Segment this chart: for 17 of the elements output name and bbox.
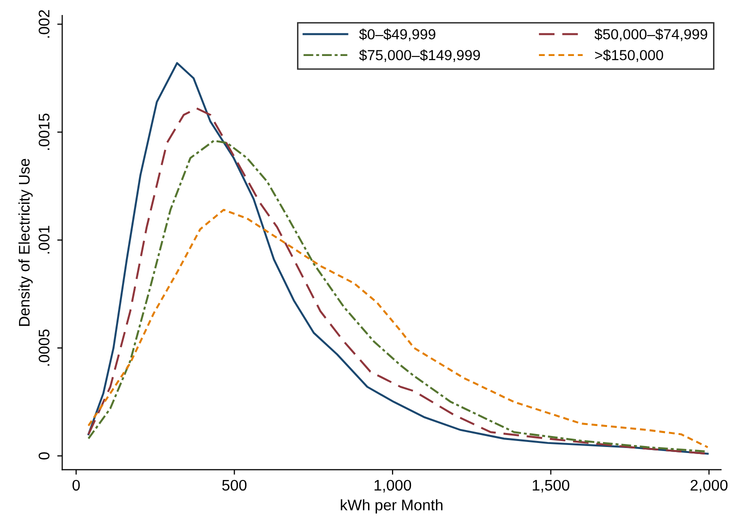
legend-label: $75,000–$149,999 (359, 49, 480, 62)
legend-label: $50,000–$74,999 (594, 28, 708, 42)
y-tick-label: 0 (38, 452, 50, 460)
x-tick-label: 500 (222, 480, 247, 491)
x-tick-label: 0 (72, 480, 80, 491)
x-tick-label: 2,000 (690, 480, 728, 492)
y-tick-label: .002 (38, 10, 50, 38)
legend-label: >$150,000 (595, 49, 664, 62)
y-tick-label: .0015 (38, 114, 50, 150)
y-tick-label: .001 (38, 226, 50, 254)
x-tick-label: 1,500 (532, 480, 570, 492)
x-axis-title: kWh per Month (340, 499, 442, 514)
x-tick-label: 1,000 (374, 480, 412, 492)
y-axis-title: Density of Electricity Use (18, 158, 33, 326)
y-tick-label: .0005 (38, 329, 50, 366)
legend-label: $0–$49,999 (359, 28, 436, 42)
line-series (88, 208, 709, 448)
